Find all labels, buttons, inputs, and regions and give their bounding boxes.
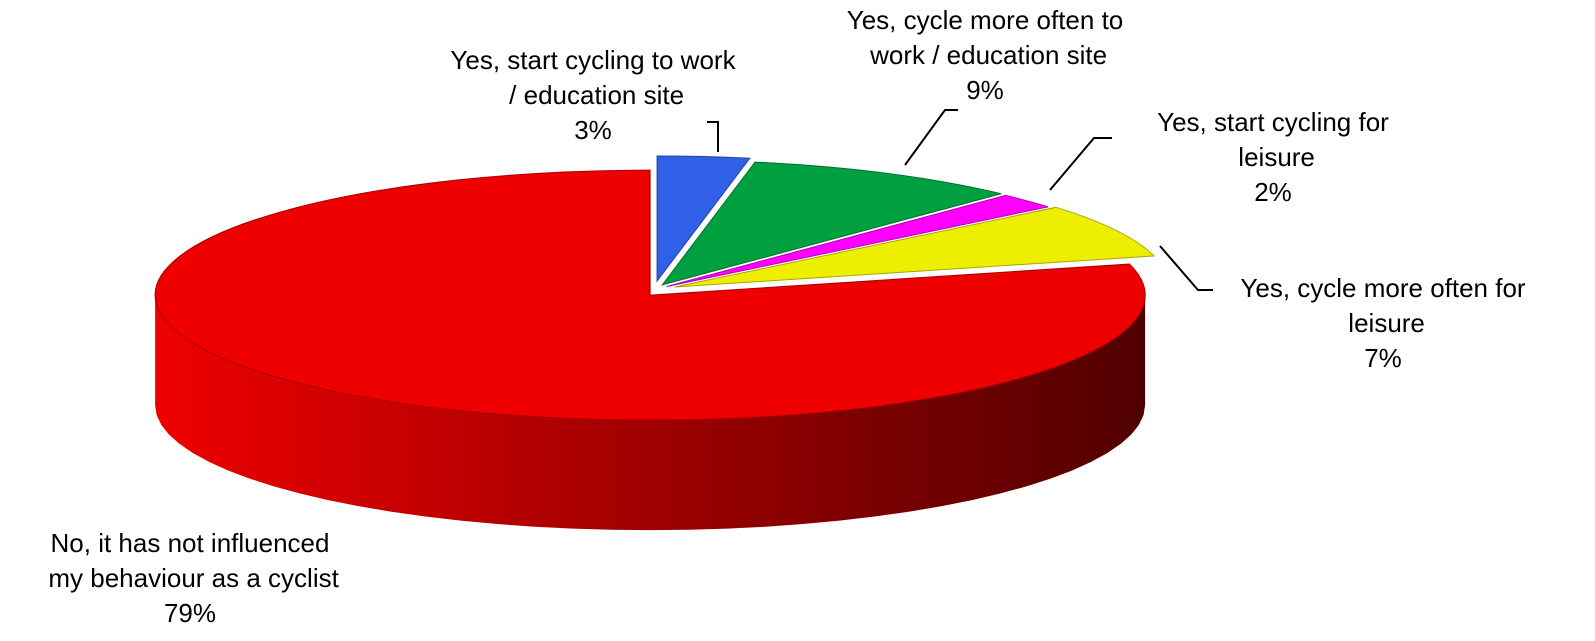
value-label: 7% <box>1364 343 1402 373</box>
pie-slice <box>656 155 751 283</box>
pie-slice <box>154 169 1146 421</box>
slice-label: Yes, cycle more often for leisure <box>1240 273 1526 338</box>
leader-lines <box>707 109 1213 291</box>
pie-slice <box>674 206 1156 288</box>
value-label: 3% <box>574 115 612 145</box>
pie-slice <box>660 161 1002 286</box>
pie-slice <box>666 194 1049 288</box>
slice-label: No, it has not influenced my behaviour a… <box>41 528 339 593</box>
leader-line <box>1049 137 1112 191</box>
slice-label: Yes, start cycling for leisure <box>1157 107 1389 172</box>
value-label: 9% <box>966 75 1004 105</box>
pie-sides <box>155 295 1146 531</box>
leader-line <box>904 109 958 166</box>
leader-line <box>1159 245 1213 291</box>
labels: Yes, start cycling to work / education s… <box>41 5 1526 628</box>
leader-line <box>707 121 719 152</box>
pie-tops <box>154 155 1156 421</box>
slice-label: Yes, cycle more often to work / educatio… <box>847 5 1124 70</box>
value-label: 2% <box>1254 177 1292 207</box>
slice-label: Yes, start cycling to work / education s… <box>450 45 736 110</box>
value-label: 79% <box>164 598 216 628</box>
pie-side <box>155 295 1146 531</box>
